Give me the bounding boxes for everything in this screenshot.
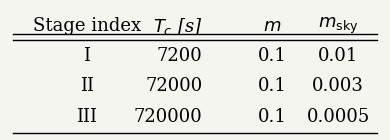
Text: I: I (83, 47, 90, 65)
Text: III: III (76, 108, 97, 126)
Text: $T_c$ [s]: $T_c$ [s] (153, 16, 203, 37)
Text: 0.1: 0.1 (258, 108, 287, 126)
Text: 0.003: 0.003 (312, 77, 364, 95)
Text: 0.1: 0.1 (258, 77, 287, 95)
Text: 720000: 720000 (134, 108, 203, 126)
Text: 0.1: 0.1 (258, 47, 287, 65)
Text: Stage index: Stage index (32, 17, 141, 35)
Text: 7200: 7200 (157, 47, 203, 65)
Text: $m_{\rm sky}$: $m_{\rm sky}$ (318, 16, 358, 36)
Text: II: II (80, 77, 94, 95)
Text: 72000: 72000 (145, 77, 203, 95)
Text: $m$: $m$ (263, 17, 282, 35)
Text: 0.01: 0.01 (318, 47, 358, 65)
Text: 0.0005: 0.0005 (307, 108, 370, 126)
